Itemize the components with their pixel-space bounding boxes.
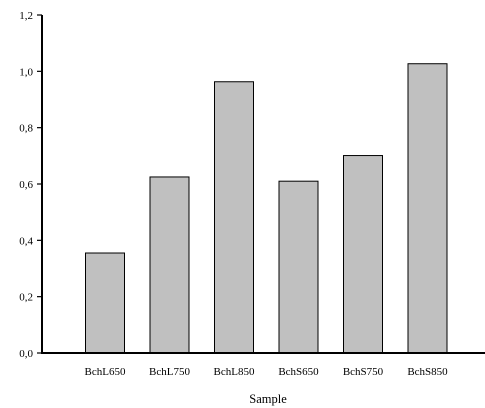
bars xyxy=(85,63,448,354)
y-tick-label: 0,0 xyxy=(19,348,33,360)
x-axis-title: Sample xyxy=(249,392,287,406)
y-tick-label: 1,2 xyxy=(19,10,33,22)
y-axis-ticks: 0,0 0,2 0,4 0,6 0,8 1,0 1,2 xyxy=(19,10,42,360)
x-tick-label: BchL650 xyxy=(85,366,126,378)
y-tick-label: 0,2 xyxy=(19,292,33,304)
x-tick-label: BchS650 xyxy=(278,366,319,378)
x-tick-label: BchL850 xyxy=(214,366,255,378)
x-tick-label: BchL750 xyxy=(149,366,190,378)
x-tick-label: BchS850 xyxy=(407,366,448,378)
bar xyxy=(149,176,190,354)
x-tick-label: BchS750 xyxy=(343,366,384,378)
y-tick-label: 0,8 xyxy=(19,123,33,135)
y-tick-label: 0,6 xyxy=(19,179,33,191)
y-tick-label: 1,0 xyxy=(19,66,33,78)
x-axis-tick-labels: BchL650 BchL750 BchL850 BchS650 BchS750 BchS8… xyxy=(85,366,449,378)
bar xyxy=(214,81,254,354)
bar xyxy=(278,180,319,354)
y-tick-label: 0,4 xyxy=(19,235,33,247)
bar xyxy=(85,252,125,354)
bar xyxy=(407,63,448,354)
bar xyxy=(343,155,383,354)
